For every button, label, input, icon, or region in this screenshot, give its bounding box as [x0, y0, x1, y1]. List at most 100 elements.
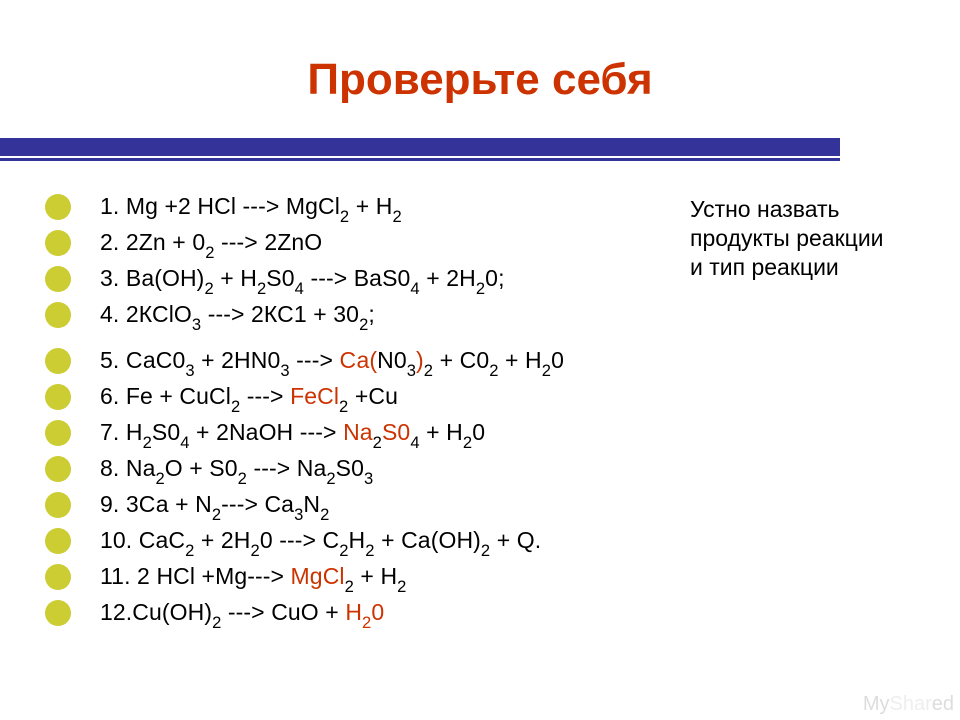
subscript: 2	[345, 577, 354, 596]
watermark: MyShared	[863, 693, 954, 716]
equation-text: N0	[377, 347, 407, 373]
equation-text: 8. Na	[100, 455, 155, 481]
subscript: 2	[251, 541, 260, 560]
equation-line: 2. 2Zn + 02 ---> 2ZnO	[100, 231, 322, 259]
equation-text: 7. H	[100, 419, 143, 445]
subscript: 2	[205, 243, 214, 262]
equation-text: 12.Cu(OH)	[100, 599, 212, 625]
equation-text: + H	[420, 419, 463, 445]
equation-text: --->	[240, 383, 290, 409]
subscript: 2	[257, 279, 266, 298]
equation-line: 6. Fe + CuCl2 ---> FeCl2 +Cu	[100, 385, 398, 413]
equation-text: ---> CuO +	[221, 599, 345, 625]
subscript: 4	[295, 279, 304, 298]
subscript: 2	[143, 433, 152, 452]
equation-text: + Q.	[490, 527, 541, 553]
equation-text: + H	[214, 265, 257, 291]
equation-line: 11. 2 HCl +Mg---> MgCl2 + Н2	[100, 565, 406, 593]
subscript: 3	[364, 469, 373, 488]
bullet-icon	[45, 456, 71, 482]
equation-text: --->	[290, 347, 340, 373]
subscript: 2	[481, 541, 490, 560]
equation-text: H	[349, 527, 366, 553]
subscript: 3	[280, 361, 289, 380]
equation-text: 1. Mg +2 HCl ---> MgCl	[100, 193, 340, 219]
equation-text: H	[345, 599, 362, 625]
bullet-icon	[45, 230, 71, 256]
bullet-icon	[45, 420, 71, 446]
bullet-icon	[45, 492, 71, 518]
watermark-part-2: Shar	[890, 693, 932, 715]
equation-text: ---> Na	[247, 455, 326, 481]
equation-text: O + S0	[165, 455, 238, 481]
subscript: 3	[192, 315, 201, 334]
subscript: 2	[463, 433, 472, 452]
subscript: 2	[238, 469, 247, 488]
equation-line: 10. CaC2 + 2H20 ---> C2H2 + Ca(OH)2 + Q.	[100, 529, 541, 557]
subscript: 2	[424, 361, 433, 380]
subscript: 4	[410, 433, 419, 452]
subscript: 2	[362, 613, 371, 632]
title-underline	[0, 138, 840, 168]
equation-text: + 2H	[420, 265, 476, 291]
equation-line: 7. H2S04 + 2NaOH ---> Na2S04 + H20	[100, 421, 485, 449]
subscript: 2	[185, 541, 194, 560]
subscript: 2	[359, 315, 368, 334]
sidebar-note: Устно назвать продукты реакции и тип реа…	[690, 195, 900, 281]
subscript: 2	[373, 433, 382, 452]
bullet-icon	[45, 564, 71, 590]
title-underline-thin	[0, 158, 840, 161]
bullet-icon	[45, 302, 71, 328]
equation-text: N	[303, 491, 320, 517]
subscript: 3	[294, 505, 303, 524]
subscript: 2	[204, 279, 213, 298]
equation-text: 9. 3Са + N	[100, 491, 212, 517]
equation-line: 12.Cu(OH)2 ---> CuO + H20	[100, 601, 384, 629]
subscript: 2	[339, 541, 348, 560]
equation-text: 3. Ba(OH)	[100, 265, 204, 291]
equation-line: 9. 3Са + N2---> Ca3N2	[100, 493, 329, 521]
subscript: 3	[185, 361, 194, 380]
subscript: 2	[320, 505, 329, 524]
equation-text: + 2H	[194, 527, 250, 553]
equation-text: 0	[551, 347, 564, 373]
subscript: 2	[392, 207, 401, 226]
equation-text: ---> 2ZnO	[215, 229, 323, 255]
subscript: 2	[542, 361, 551, 380]
subscript: 2	[397, 577, 406, 596]
subscript: 2	[212, 613, 221, 632]
equation-text: Са(	[339, 347, 377, 373]
subscript: 4	[180, 433, 189, 452]
equation-text: ;	[368, 301, 375, 327]
equation-text: + Н	[354, 563, 397, 589]
slide: Проверьте себя 1. Mg +2 HCl ---> MgCl 2 +…	[0, 0, 960, 720]
bullet-icon	[45, 528, 71, 554]
subscript: 2	[155, 469, 164, 488]
equation-line: 3. Ba(OH)2 + H2S04 ---> BaS04 + 2H20;	[100, 267, 505, 295]
subscript: 2	[231, 397, 240, 416]
bullet-icon	[45, 600, 71, 626]
equation-text: 5. СаС0	[100, 347, 185, 373]
equation-text: 0	[472, 419, 485, 445]
equation-text: 2. 2Zn + 0	[100, 229, 205, 255]
equation-text: 6. Fe + CuCl	[100, 383, 231, 409]
equation-text: 11. 2 HCl +Mg--->	[100, 563, 291, 589]
subscript: 2	[476, 279, 485, 298]
subscript: 2	[489, 361, 498, 380]
equation-text: S0	[266, 265, 294, 291]
watermark-part-1: My	[863, 693, 890, 715]
subscript: 2	[365, 541, 374, 560]
title-underline-thick	[0, 138, 840, 156]
equation-text: + H	[499, 347, 542, 373]
bullet-icon	[45, 384, 71, 410]
equation-text: S0	[152, 419, 180, 445]
equation-text: 0;	[485, 265, 504, 291]
equation-text: S0	[336, 455, 364, 481]
equation-text: MgCl	[291, 563, 345, 589]
subscript: 2	[212, 505, 221, 524]
equation-text: FeCl	[290, 383, 339, 409]
equation-text: 4. 2КСlO	[100, 301, 192, 327]
equation-text: + Н	[349, 193, 392, 219]
slide-title: Проверьте себя	[0, 55, 960, 105]
equation-text: + 2HN0	[195, 347, 281, 373]
